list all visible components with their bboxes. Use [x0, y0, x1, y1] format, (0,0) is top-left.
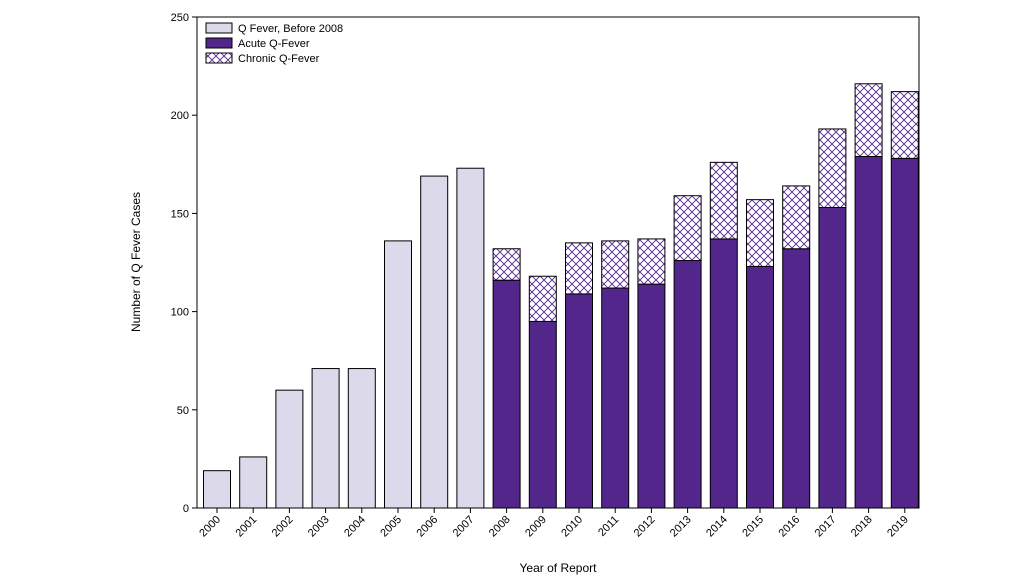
bar-2001-q-fever-before-2008 [239, 456, 268, 509]
bar-2019-chronic-q-fever [890, 91, 919, 159]
bar-2006-q-fever-before-2008 [420, 175, 449, 509]
bar-2010-acute-q-fever [565, 293, 593, 509]
x-tick-label: 2003 [306, 514, 332, 540]
y-tick-label: 200 [171, 110, 189, 122]
bar-2016-acute-q-fever [782, 248, 811, 509]
bar-2008-chronic-q-fever [492, 248, 521, 281]
bar-2013-chronic-q-fever [673, 195, 702, 262]
x-tick-label: 2015 [740, 514, 766, 540]
bar-2009-chronic-q-fever [528, 275, 557, 322]
y-tick-label: 0 [183, 503, 189, 515]
bar-2018-acute-q-fever [854, 155, 883, 509]
bar-2000-q-fever-before-2008 [203, 470, 231, 509]
x-tick-label: 2009 [523, 514, 549, 540]
bar-2018-chronic-q-fever [854, 83, 883, 157]
legend-entry-label: Q Fever, Before 2008 [238, 23, 343, 35]
x-tick-label: 2002 [270, 514, 296, 540]
bar-2011-acute-q-fever [601, 287, 630, 509]
x-tick-label: 2008 [487, 514, 513, 540]
x-tick-label: 2004 [342, 514, 368, 540]
y-axis: 0 50 100 150 200 250 [171, 12, 197, 515]
bar-2005-q-fever-before-2008 [384, 240, 412, 509]
x-tick-label: 2012 [632, 514, 658, 540]
x-tick-label: 2019 [885, 514, 911, 540]
x-tick-label: 2005 [378, 514, 404, 540]
x-tick-label: 2013 [668, 514, 694, 540]
bar-2014-chronic-q-fever [709, 161, 738, 240]
y-tick-label: 150 [171, 208, 189, 220]
x-axis: 2000 2001 2002 2003 2004 2005 2006 2007 2008 2009… [197, 508, 911, 539]
x-tick-label: 2000 [197, 514, 223, 540]
y-tick-label: 250 [171, 12, 189, 24]
bar-2017-acute-q-fever [818, 207, 847, 509]
bar-2002-q-fever-before-2008 [275, 389, 304, 509]
bar-2003-q-fever-before-2008 [311, 368, 340, 509]
x-tick-label: 2010 [559, 514, 585, 540]
legend-swatch [205, 22, 233, 34]
bars [203, 83, 919, 509]
bar-2011-chronic-q-fever [601, 240, 630, 289]
bar-2015-acute-q-fever [746, 265, 774, 509]
x-tick-label: 2001 [234, 514, 260, 540]
x-tick-label: 2006 [415, 514, 441, 540]
legend-entry-label: Chronic Q-Fever [238, 53, 320, 65]
x-tick-label: 2007 [451, 514, 477, 540]
bar-2012-chronic-q-fever [637, 238, 666, 285]
x-tick-label: 2016 [777, 514, 803, 540]
plot-frame [196, 16, 920, 509]
y-tick-label: 50 [177, 405, 189, 417]
x-tick-label: 2017 [813, 514, 839, 540]
x-tick-label: 2018 [849, 514, 875, 540]
bar-2013-acute-q-fever [673, 260, 702, 509]
x-axis-label: Year of Report [520, 561, 598, 575]
y-tick-label: 100 [171, 307, 189, 319]
legend-swatch [205, 37, 233, 49]
legend: Q Fever, Before 2008 Acute Q-Fever Chronic… [205, 22, 343, 65]
bar-2019-acute-q-fever [890, 157, 919, 509]
bar-2004-q-fever-before-2008 [347, 368, 376, 509]
y-axis-label: Number of Q Fever Cases [129, 192, 143, 332]
bar-2014-acute-q-fever [709, 238, 738, 509]
legend-swatch [205, 52, 233, 64]
bar-2010-chronic-q-fever [565, 242, 593, 295]
bar-2009-acute-q-fever [528, 320, 557, 509]
bar-2016-chronic-q-fever [782, 185, 811, 250]
x-tick-label: 2011 [596, 514, 621, 539]
legend-entry-label: Acute Q-Fever [238, 38, 310, 50]
bar-2017-chronic-q-fever [818, 128, 847, 209]
bar-2015-chronic-q-fever [746, 199, 774, 267]
x-tick-label: 2014 [704, 514, 730, 540]
bar-2008-acute-q-fever [492, 279, 521, 509]
bar-2012-acute-q-fever [637, 283, 666, 509]
bar-2007-q-fever-before-2008 [456, 167, 485, 509]
